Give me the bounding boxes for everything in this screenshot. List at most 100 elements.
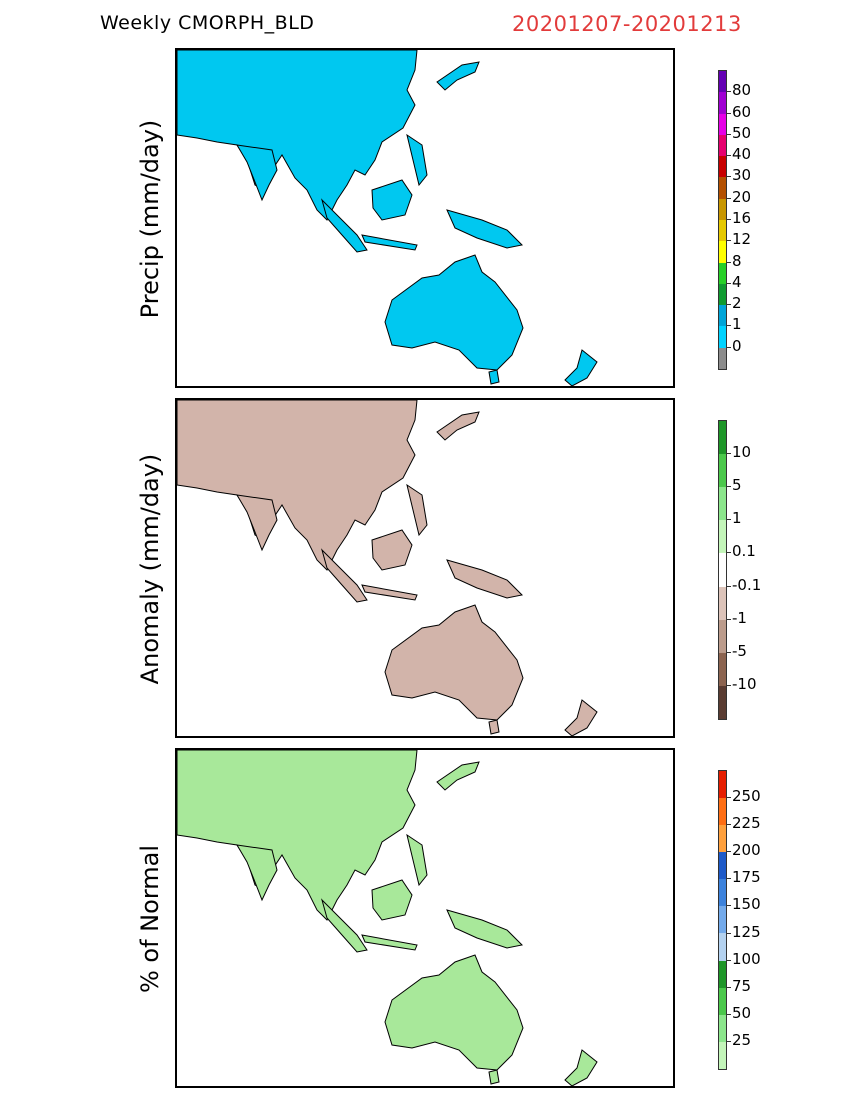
- colorbar-segment: [719, 960, 726, 988]
- japan-shape: [436, 61, 480, 91]
- anomaly-map-panel: [175, 398, 675, 738]
- colorbar-segment: [719, 454, 726, 488]
- colorbar-tick: [727, 346, 731, 348]
- sumatra-shape: [321, 198, 368, 253]
- colorbar-tick: [727, 219, 731, 220]
- colorbar-label: 1: [732, 509, 742, 528]
- colorbar-tick: [727, 618, 731, 620]
- colorbar-segment: [719, 1014, 726, 1042]
- colorbar-label: 125: [732, 922, 761, 941]
- java-shape: [361, 234, 418, 251]
- colorbar-segment: [719, 906, 726, 934]
- colorbar-label: 4: [732, 272, 742, 291]
- colorbar-tick: [727, 878, 731, 880]
- colorbar-segment: [719, 347, 726, 369]
- colorbar-label: 150: [732, 895, 761, 914]
- colorbar-segment: [719, 1041, 726, 1069]
- japan-shape: [436, 411, 480, 441]
- colorbar-segment: [719, 326, 726, 348]
- india-shape: [236, 494, 278, 552]
- colorbar-label: 0: [732, 336, 742, 355]
- colorbar-segment: [719, 987, 726, 1015]
- colorbar-tick: [727, 651, 731, 653]
- sumatra-shape: [321, 548, 368, 603]
- australia-shape: [384, 254, 524, 371]
- japan-shape: [436, 761, 480, 791]
- new-zealand-shape: [564, 699, 598, 736]
- colorbar-tick: [727, 282, 731, 284]
- new-zealand-shape: [564, 1049, 598, 1086]
- colorbar-label: 40: [732, 145, 752, 164]
- borneo-shape: [371, 529, 413, 571]
- colorbar-label: -10: [732, 674, 757, 693]
- new-zealand-shape: [564, 349, 598, 386]
- colorbar-label: 10: [732, 443, 752, 462]
- anomaly-map: [177, 400, 598, 736]
- colorbar-label: 5: [732, 476, 742, 495]
- percent-map: [177, 750, 598, 1086]
- anomaly-colorbar: [718, 420, 727, 720]
- percent-map-panel: [175, 748, 675, 1088]
- colorbar-label: 1: [732, 315, 742, 334]
- colorbar-segment: [719, 134, 726, 157]
- java-shape: [361, 934, 418, 951]
- colorbar-label: 60: [732, 102, 752, 121]
- colorbar-segment: [719, 619, 726, 653]
- colorbar-label: 175: [732, 868, 761, 887]
- new-guinea-shape: [446, 209, 524, 249]
- colorbar-segment: [719, 685, 726, 719]
- colorbar-tick: [727, 552, 731, 554]
- colorbar-segment: [719, 586, 726, 620]
- colorbar-tick: [727, 486, 731, 488]
- colorbar-segment: [719, 219, 726, 242]
- colorbar-segment: [719, 652, 726, 686]
- colorbar-segment: [719, 241, 726, 263]
- precip-map: [177, 50, 598, 386]
- colorbar-label: 50: [732, 123, 752, 142]
- colorbar-tick: [727, 932, 731, 934]
- colorbar-tick: [727, 585, 731, 587]
- colorbar-tick: [727, 240, 731, 242]
- colorbar-segment: [719, 177, 726, 199]
- colorbar-tick: [727, 824, 731, 826]
- philippines-shape: [406, 133, 428, 187]
- tasmania-shape: [488, 719, 500, 735]
- borneo-shape: [371, 179, 413, 221]
- colorbar-segment: [719, 305, 726, 327]
- colorbar-tick: [727, 325, 731, 327]
- colorbar-segment: [719, 198, 726, 220]
- colorbar-segment: [719, 92, 726, 114]
- colorbar-segment: [719, 421, 726, 455]
- new-guinea-shape: [446, 559, 524, 599]
- colorbar-segment: [719, 71, 726, 93]
- borneo-shape: [371, 879, 413, 921]
- australia-shape: [384, 604, 524, 721]
- precip-colorbar: [718, 70, 727, 370]
- colorbar-label: 25: [732, 1030, 752, 1049]
- colorbar-label: -1: [732, 608, 747, 627]
- colorbar-segment: [719, 262, 726, 284]
- colorbar-tick: [727, 986, 731, 988]
- philippines-shape: [406, 483, 428, 537]
- colorbar-label: -0.1: [732, 575, 762, 594]
- percent-colorbar: [718, 770, 727, 1070]
- colorbar-segment: [719, 283, 726, 306]
- colorbar-tick: [727, 959, 731, 961]
- colorbar-label: 200: [732, 841, 761, 860]
- sumatra-shape: [321, 898, 368, 953]
- colorbar-segment: [719, 113, 726, 135]
- colorbar-tick: [727, 1013, 731, 1015]
- colorbar-segment: [719, 156, 726, 178]
- colorbar-label: 80: [732, 81, 752, 100]
- colorbar-tick: [727, 261, 731, 263]
- colorbar-tick: [727, 684, 731, 686]
- australia-shape: [384, 954, 524, 1071]
- colorbar-tick: [727, 304, 731, 306]
- india-shape: [236, 844, 278, 902]
- tasmania-shape: [488, 369, 500, 385]
- colorbar-label: 12: [732, 230, 752, 249]
- colorbar-tick: [727, 797, 731, 799]
- colorbar-label: 16: [732, 209, 752, 227]
- colorbar-tick: [727, 519, 731, 521]
- colorbar-label: 75: [732, 976, 752, 995]
